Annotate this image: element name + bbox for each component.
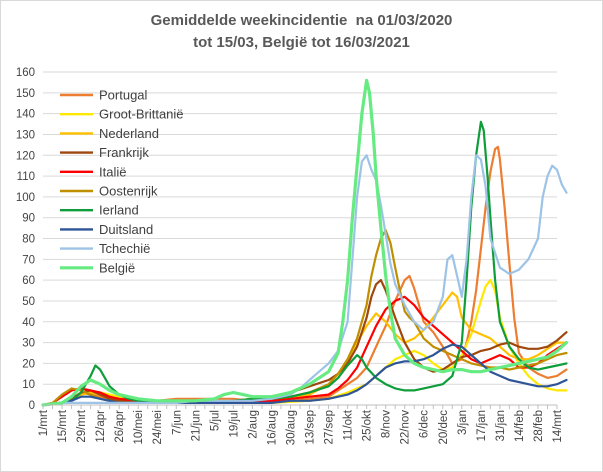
x-tick-label: 3/jan <box>457 410 469 435</box>
x-tick-label: 10/mei <box>133 410 145 445</box>
x-tick-label: 6/dec <box>419 410 431 438</box>
axes: 0 10 20 30 40 50 60 70 80 90 100 110 120 130 140 150 160… <box>16 67 564 445</box>
y-tick-label: 140 <box>16 109 35 121</box>
y-tick-label: 40 <box>22 317 35 329</box>
legend-label: Nederland <box>99 126 159 141</box>
x-tick-label: 28/feb <box>533 410 545 442</box>
y-tick-label: 130 <box>16 129 35 141</box>
legend-label: Portugal <box>99 88 148 103</box>
x-tick-label: 27/sep <box>324 410 336 445</box>
x-tick-label: 11/okt <box>343 409 355 440</box>
y-tick-label: 150 <box>16 88 35 100</box>
x-tick-label: 21/jun <box>190 410 202 441</box>
series-line <box>41 229 568 407</box>
y-tick-label: 60 <box>22 275 35 287</box>
y-tick-label: 50 <box>22 296 35 308</box>
x-tick-label: 30/aug <box>285 410 297 445</box>
y-tick-label: 80 <box>22 234 35 246</box>
y-tick-label: 160 <box>16 67 35 79</box>
chart-title-line-1: Gemiddelde weekincidentie na 01/03/2020 <box>150 12 453 29</box>
legend-label: Frankrijk <box>99 145 149 160</box>
y-tick-label: 0 <box>29 400 35 412</box>
x-tick-label: 20/dec <box>438 410 450 445</box>
y-tick-label: 90 <box>22 213 35 225</box>
y-tick-label: 10 <box>22 379 35 391</box>
x-tick-label: 14/mrt <box>552 409 564 442</box>
y-tick-label: 120 <box>16 150 35 162</box>
x-tick-label: 7/jun <box>171 410 183 435</box>
chart-title: Gemiddelde weekincidentie na 01/03/2020 … <box>0 10 603 54</box>
series-lines <box>41 78 569 407</box>
legend: Portugal Groot-Brittanië Nederland Frankrij… <box>60 88 184 275</box>
x-tick-label: 14/feb <box>514 410 526 442</box>
x-tick-label: 12/apr <box>95 410 107 443</box>
series-line <box>41 279 568 407</box>
legend-label: Oostenrijk <box>99 184 158 199</box>
x-tick-label: 22/nov <box>400 410 412 445</box>
x-tick-label: 5/jul <box>209 410 221 431</box>
x-tick-label: 31/jan <box>495 410 507 441</box>
y-tick-label: 100 <box>16 192 35 204</box>
x-tick-label: 8/nov <box>381 410 393 438</box>
x-tick-label: 19/jul <box>228 410 240 438</box>
x-tick-label: 26/apr <box>114 410 126 443</box>
gridlines <box>43 71 557 385</box>
x-tick-label: 13/sep <box>305 410 317 445</box>
x-tick-label: 17/jan <box>476 410 488 441</box>
legend-label: Duitsland <box>99 222 153 237</box>
x-tick-label: 15/mrt <box>57 409 69 442</box>
x-tick-label: 2/aug <box>247 410 259 439</box>
y-tick-label: 20 <box>22 358 35 370</box>
y-tick-label: 30 <box>22 338 35 350</box>
y-tick-label: 70 <box>22 254 35 266</box>
legend-label: Ierland <box>99 203 139 218</box>
series-line <box>41 78 569 407</box>
legend-label: België <box>99 260 135 275</box>
series-line <box>41 295 568 407</box>
x-tick-label: 25/okt <box>362 409 374 441</box>
legend-label: Groot-Brittanië <box>99 107 184 122</box>
x-tick-label: 16/aug <box>266 410 278 445</box>
x-tick-label: 29/mrt <box>76 409 88 442</box>
x-tick-label: 1/mrt <box>38 409 50 436</box>
x-tick-label: 24/mei <box>152 410 164 445</box>
legend-label: Italië <box>99 164 126 179</box>
legend-label: Tchechië <box>99 241 150 256</box>
y-tick-label: 110 <box>17 171 35 183</box>
chart-title-line-2: tot 15/03, België tot 16/03/2021 <box>193 34 410 51</box>
